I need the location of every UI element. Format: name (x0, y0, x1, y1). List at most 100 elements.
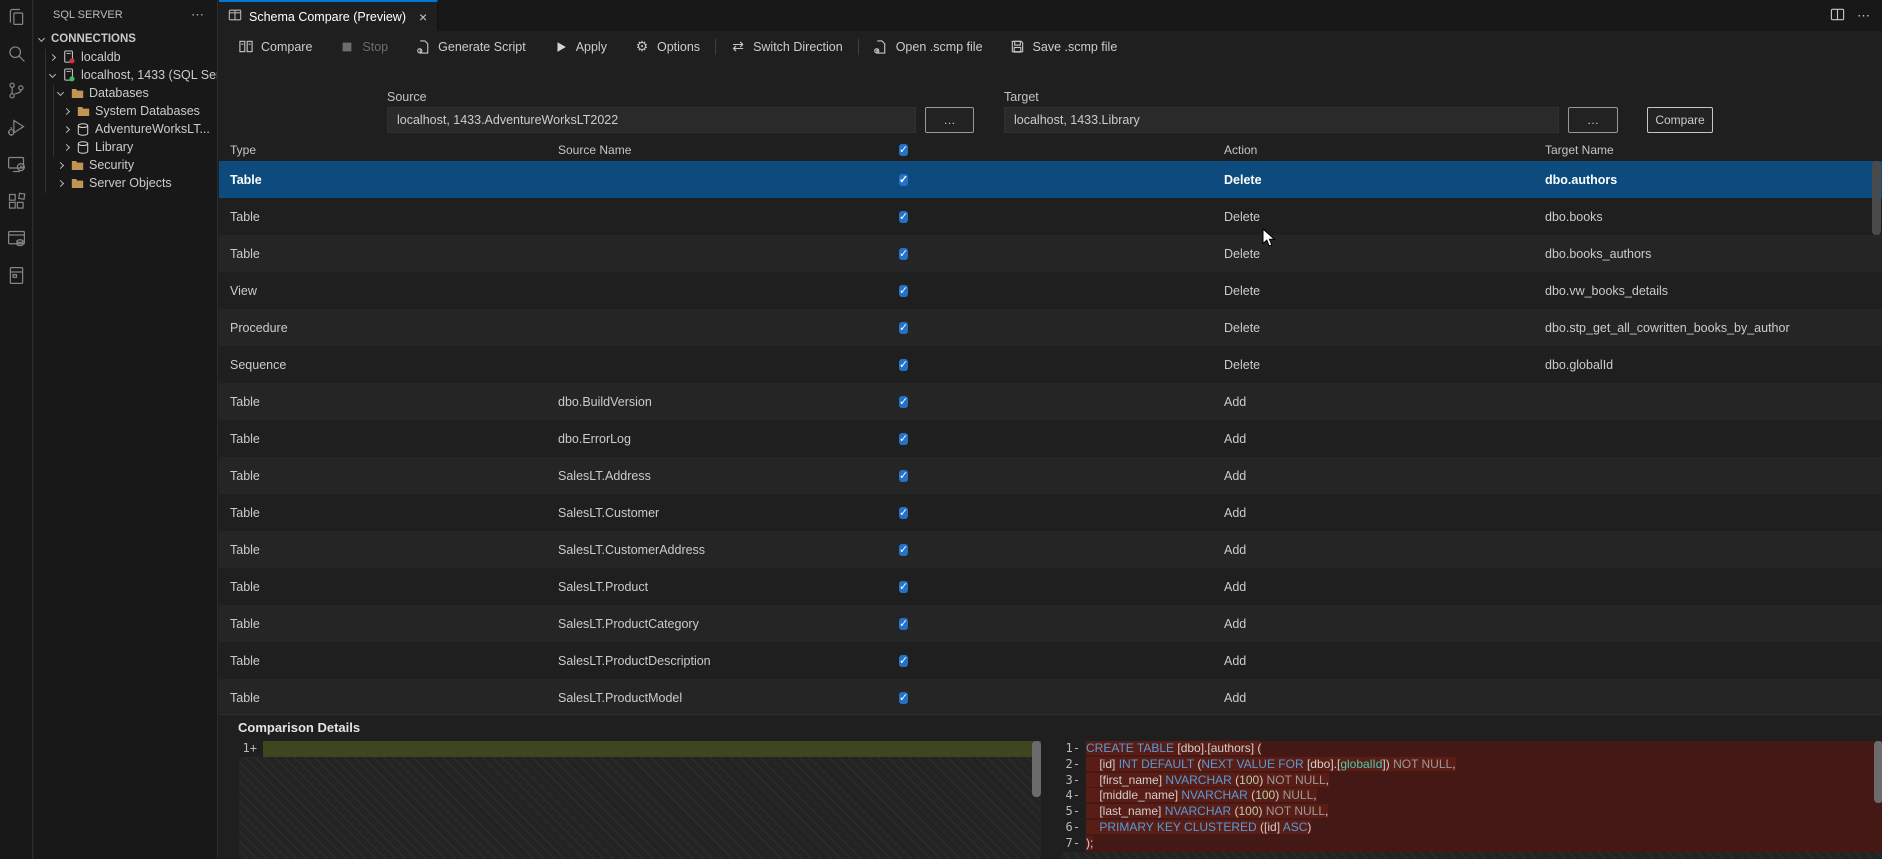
folder-icon (70, 177, 84, 190)
include-checkbox[interactable]: ✓ (899, 543, 909, 556)
table-row[interactable]: Table SalesLT.Customer ✓ Add (219, 494, 1882, 531)
toolbar-button-label: Save .scmp file (1032, 39, 1118, 54)
tree-item-localdb[interactable]: localdb (34, 48, 217, 66)
cell-source-name: dbo.BuildVersion (558, 394, 652, 409)
include-checkbox[interactable]: ✓ (899, 395, 909, 408)
column-header-target-name[interactable]: Target Name (1545, 143, 1614, 157)
table-row[interactable]: Table ✓ Delete dbo.authors (219, 161, 1882, 198)
column-header-type[interactable]: Type (230, 143, 257, 157)
table-row[interactable]: View ✓ Delete dbo.vw_books_details (219, 272, 1882, 309)
toolbar-separator (715, 38, 717, 55)
stop-button[interactable]: Stop (339, 39, 388, 55)
tree-item-server-objects[interactable]: Server Objects (34, 174, 217, 192)
chevron-right-icon[interactable] (62, 143, 71, 151)
table-row[interactable]: Table SalesLT.CustomerAddress ✓ Add (219, 531, 1882, 568)
results-grid: Type Source Name ✓ Action Target Name Ta… (219, 139, 1882, 714)
copy-files-icon[interactable] (4, 5, 28, 27)
close-icon[interactable]: × (419, 8, 428, 25)
table-row[interactable]: Table SalesLT.ProductDescription ✓ Add (219, 642, 1882, 679)
table-row[interactable]: Table SalesLT.ProductModel ✓ Add (219, 679, 1882, 714)
table-row[interactable]: Table ✓ Delete dbo.books (219, 198, 1882, 235)
include-checkbox[interactable]: ✓ (899, 469, 909, 482)
include-checkbox[interactable]: ✓ (899, 358, 909, 371)
options-button[interactable]: ⚙ Options (634, 38, 700, 55)
save-scmp-file-button[interactable]: Save .scmp file (1010, 39, 1118, 55)
table-row[interactable]: Procedure ✓ Delete dbo.stp_get_all_cowritte… (219, 309, 1882, 346)
cell-action: Add (1224, 690, 1247, 705)
sidebar: SQL SERVER ⋯ CONNECTIONS localdb localhost… (34, 0, 218, 859)
tree-item-system-databases[interactable]: System Databases (34, 102, 217, 120)
table-row[interactable]: Table dbo.ErrorLog ✓ Add (219, 420, 1882, 457)
target-browse-button[interactable]: … (1568, 107, 1618, 133)
chevron-right-icon[interactable] (56, 161, 65, 169)
include-checkbox[interactable]: ✓ (899, 654, 909, 667)
include-checkbox[interactable]: ✓ (899, 580, 909, 593)
panel-layout-icon[interactable] (4, 227, 28, 249)
table-row[interactable]: Table SalesLT.Address ✓ Add (219, 457, 1882, 494)
include-checkbox[interactable]: ✓ (899, 506, 909, 519)
remote-explorer-icon[interactable] (4, 153, 28, 175)
tree-item-library[interactable]: Library (34, 138, 217, 156)
source-browse-button[interactable]: … (925, 107, 974, 133)
tab-schema-compare[interactable]: Schema Compare (Preview) × (219, 0, 439, 31)
table-row[interactable]: Table ✓ Delete dbo.books_authors (219, 235, 1882, 272)
diff-left-scrollbar[interactable] (1032, 741, 1041, 797)
table-row[interactable]: Sequence ✓ Delete dbo.globalId (219, 346, 1882, 383)
chevron-down-icon[interactable] (56, 88, 65, 96)
select-all-checkbox[interactable]: ✓ (899, 144, 909, 156)
tree-item-adventureworkslt[interactable]: AdventureWorksLT...↻ (34, 120, 217, 138)
include-checkbox[interactable]: ✓ (899, 691, 909, 704)
include-checkbox[interactable]: ✓ (899, 617, 909, 630)
include-checkbox[interactable]: ✓ (899, 432, 909, 445)
diff-right-scrollbar[interactable] (1874, 741, 1882, 803)
chevron-right-icon[interactable] (62, 125, 71, 133)
switch-direction-button[interactable]: ⇄ Switch Direction (730, 38, 843, 55)
compare-run-button[interactable]: Compare (1647, 107, 1713, 133)
chevron-down-icon[interactable] (48, 70, 57, 78)
column-header-source-name[interactable]: Source Name (558, 143, 632, 157)
cell-type: Table (230, 209, 260, 224)
generate-script-button[interactable]: Generate Script (415, 39, 526, 55)
tree-item-security[interactable]: Security (34, 156, 217, 174)
column-header-action[interactable]: Action (1224, 143, 1258, 157)
cell-source-name: SalesLT.ProductModel (558, 690, 683, 705)
table-row[interactable]: Table dbo.BuildVersion ✓ Add (219, 383, 1882, 420)
line-number: 1- (1065, 741, 1080, 755)
database-server-icon[interactable] (4, 264, 28, 286)
tree-item-databases[interactable]: Databases (34, 84, 217, 102)
folder-icon (70, 87, 84, 100)
split-editor-icon[interactable] (1830, 7, 1845, 25)
include-checkbox[interactable]: ✓ (899, 210, 909, 223)
grid-vertical-scrollbar[interactable] (1872, 161, 1881, 235)
chevron-right-icon[interactable] (56, 179, 65, 187)
tree-item-label: Library (95, 140, 134, 154)
compare-button[interactable]: Compare (238, 39, 312, 55)
cell-source-name: SalesLT.CustomerAddress (558, 542, 706, 557)
run-debug-icon[interactable] (4, 116, 28, 138)
chevron-right-icon[interactable] (62, 107, 71, 115)
apply-button[interactable]: Apply (553, 39, 607, 55)
chevron-down-icon[interactable] (37, 34, 46, 42)
open-scmp-file-button[interactable]: Open .scmp file (873, 39, 983, 55)
target-input[interactable] (1004, 107, 1559, 133)
more-actions-icon[interactable]: ⋯ (1857, 7, 1870, 23)
more-actions-icon[interactable]: ⋯ (191, 7, 205, 22)
indent-guide (53, 85, 54, 157)
cell-type: Procedure (230, 320, 288, 335)
tree-item-localhost-1433-sql-serv[interactable]: localhost, 1433 (SQL Serv... (34, 66, 217, 84)
tree-item-connections[interactable]: CONNECTIONS (34, 30, 217, 48)
table-row[interactable]: Table SalesLT.ProductCategory ✓ Add (219, 605, 1882, 642)
search-icon[interactable] (4, 42, 28, 64)
chevron-right-icon[interactable] (48, 53, 57, 61)
line-number: 7- (1065, 835, 1080, 850)
extensions-icon[interactable] (4, 190, 28, 212)
include-checkbox[interactable]: ✓ (899, 321, 909, 334)
include-checkbox[interactable]: ✓ (899, 284, 909, 297)
cell-type: Table (230, 246, 260, 261)
include-checkbox[interactable]: ✓ (899, 173, 909, 186)
include-checkbox[interactable]: ✓ (899, 247, 909, 260)
source-input[interactable] (387, 107, 916, 133)
table-row[interactable]: Table SalesLT.Product ✓ Add (219, 568, 1882, 605)
source-control-icon[interactable] (4, 79, 28, 101)
diff-source-pane: 1+ (239, 741, 1041, 859)
